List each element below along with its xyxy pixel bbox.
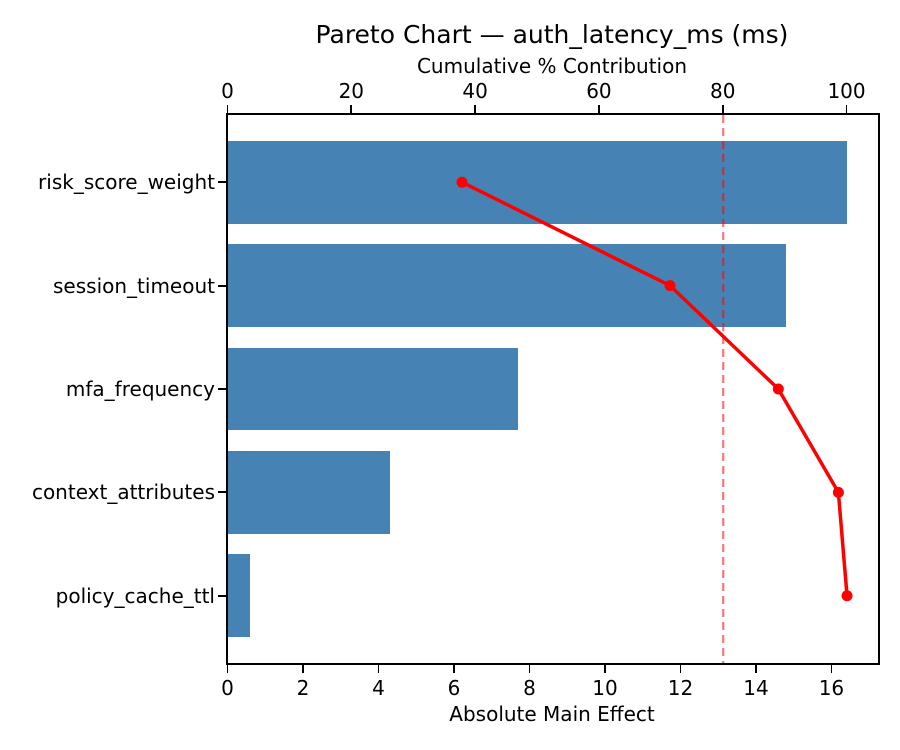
bottom-tick-mark [679,665,682,673]
bottom-tick-label: 8 [523,676,536,700]
top-tick-label: 0 [221,79,234,103]
bottom-tick-mark [830,665,833,673]
cumulative-point [841,590,853,602]
category-label: risk_score_weight [38,170,215,195]
bottom-tick-label: 6 [447,676,461,700]
bottom-tick-mark [377,665,380,673]
bottom-tick-label: 10 [592,676,618,700]
top-axis-label: Cumulative % Contribution [416,54,688,78]
top-tick-label: 100 [827,79,866,103]
category-label: context_attributes [31,480,215,505]
bottom-tick-label: 12 [667,676,694,700]
cumulative-point [664,280,675,292]
cumulative-line [460,180,849,596]
top-tick-mark [598,105,600,113]
y-tick-mark [217,388,226,390]
top-tick-label: 80 [710,79,736,103]
chart-title: Pareto Chart — auth_latency_ms (ms) [315,20,789,49]
bottom-axis-label: Absolute Main Effect [449,702,655,726]
cumulative-line-layer [456,115,853,663]
top-tick-label: 60 [586,79,612,103]
bar [227,244,787,327]
bar [227,451,390,534]
category-label: session_timeout [53,273,215,298]
bottom-tick-mark [755,665,757,673]
bar [227,347,519,431]
bar [227,140,847,224]
cumulative-point [832,486,844,498]
top-tick-mark [721,105,724,113]
top-tick-mark [350,105,353,113]
bottom-tick-label: 4 [372,676,385,700]
bottom-tick-mark [453,665,455,673]
bottom-tick-label: 16 [818,676,845,700]
category-label: policy_cache_ttl [55,583,215,608]
category-label: mfa_frequency [65,377,215,401]
top-tick-mark [474,105,477,113]
y-tick-mark [217,594,226,597]
top-tick-mark [226,105,229,113]
bottom-tick-mark [226,665,229,673]
bottom-tick-label: 0 [221,676,234,700]
bottom-tick-label: 14 [743,676,769,700]
top-tick-mark [845,105,848,113]
top-tick-label: 20 [338,79,365,103]
cumulative-point [456,176,467,188]
bottom-tick-mark [528,665,531,673]
bottom-tick-mark [302,665,304,673]
bar [227,554,251,638]
bottom-tick-mark [604,665,606,673]
y-tick-mark [217,491,226,494]
cumulative-point [772,383,784,395]
y-tick-mark [217,181,226,184]
y-tick-mark [217,284,226,287]
bottom-tick-label: 2 [296,676,310,700]
plot-area [225,113,880,665]
top-tick-label: 40 [462,79,488,103]
